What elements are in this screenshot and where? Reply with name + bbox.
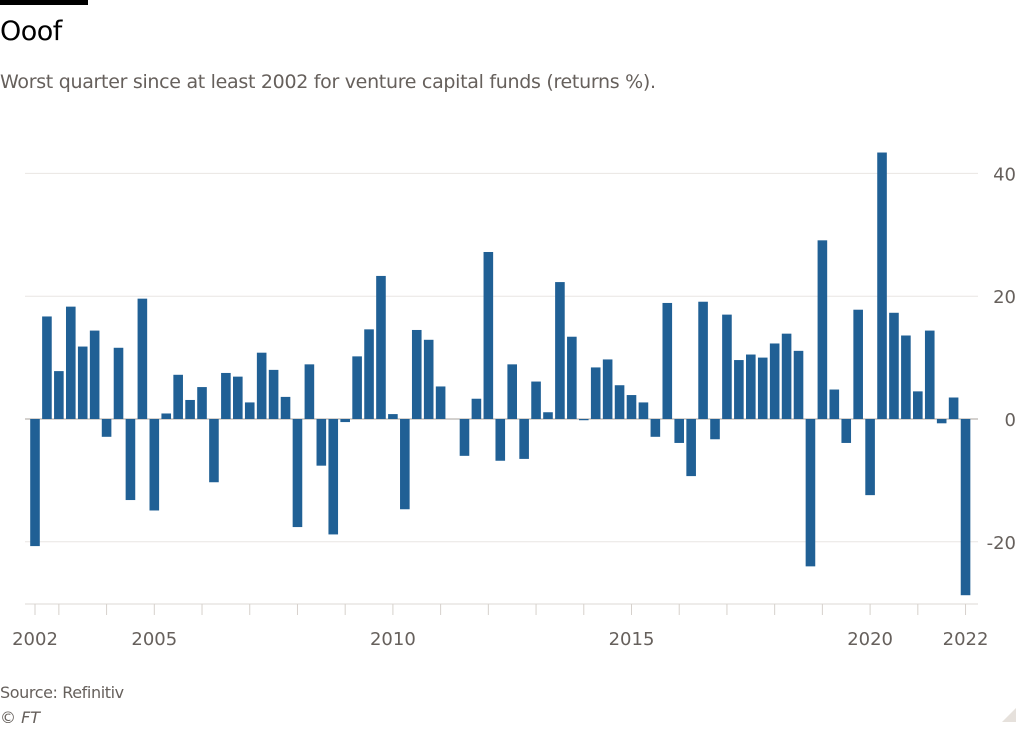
bar-2008-q4 xyxy=(328,419,339,535)
bar-2002-q3 xyxy=(30,419,40,547)
bar-2012-q4 xyxy=(519,419,529,459)
bar-2015-q3 xyxy=(650,419,661,437)
brand-bar xyxy=(0,0,88,5)
bar-2006-q1 xyxy=(197,387,207,419)
bar-2015-q1 xyxy=(626,395,637,419)
bar-2012-q2 xyxy=(495,419,506,461)
bar-2016-q4 xyxy=(710,419,720,440)
bar-2021-q4 xyxy=(948,397,959,419)
bar-2008-q3 xyxy=(316,419,327,466)
bar-2013-q1 xyxy=(531,381,541,419)
bar-2019-q4 xyxy=(853,309,863,419)
bar-2002-q4 xyxy=(42,316,52,419)
bar-2017-q1 xyxy=(722,314,732,419)
bar-2017-q4 xyxy=(757,357,768,419)
bar-2019-q1 xyxy=(817,240,828,419)
bar-2013-q3 xyxy=(555,282,565,419)
bar-2019-q3 xyxy=(841,419,852,443)
bar-2017-q2 xyxy=(734,360,744,419)
bar-2020-q1 xyxy=(865,419,875,496)
x-tick-label: 2002 xyxy=(12,629,58,650)
bar-2006-q3 xyxy=(221,372,231,419)
bar-2007-q1 xyxy=(244,402,255,419)
bar-2004-q4 xyxy=(137,298,148,419)
chart-title: Ooof xyxy=(0,16,62,47)
bar-2015-q2 xyxy=(638,402,649,419)
y-tick-label: 40 xyxy=(993,164,1016,185)
bar-2005-q3 xyxy=(173,374,183,419)
bar-2003-q1 xyxy=(54,371,64,419)
bar-2018-q3 xyxy=(793,350,804,419)
bar-2004-q3 xyxy=(125,419,136,501)
bar-2005-q1 xyxy=(149,419,160,511)
y-tick-label: 0 xyxy=(1005,410,1016,431)
bar-2009-q1 xyxy=(340,419,350,423)
x-tick-label: 2022 xyxy=(943,629,989,650)
bar-2007-q2 xyxy=(256,352,267,419)
bar-2016-q3 xyxy=(698,301,708,419)
bar-2006-q4 xyxy=(233,376,243,419)
bar-2005-q4 xyxy=(185,399,195,419)
bar-2018-q4 xyxy=(805,419,816,567)
x-tick-label: 2010 xyxy=(370,629,416,650)
bar-2014-q1 xyxy=(578,419,589,421)
bar-2007-q4 xyxy=(280,396,291,419)
x-tick-label: 2015 xyxy=(609,629,655,650)
bar-2021-q1 xyxy=(913,391,923,419)
bar-2009-q3 xyxy=(364,329,374,419)
bar-2018-q1 xyxy=(769,343,780,419)
bar-2005-q2 xyxy=(161,413,172,419)
bar-2008-q1 xyxy=(292,419,303,528)
bar-2008-q2 xyxy=(304,364,315,419)
y-tick-label: -20 xyxy=(987,533,1016,554)
bar-2012-q3 xyxy=(507,364,517,419)
bar-2010-q4 xyxy=(423,339,434,419)
bar-2020-q3 xyxy=(889,312,899,419)
bar-2016-q1 xyxy=(674,419,685,443)
bar-2012-q1 xyxy=(483,251,494,419)
bar-2011-q4 xyxy=(471,398,482,419)
bar-2010-q2 xyxy=(400,419,410,510)
bar-2014-q3 xyxy=(602,359,613,419)
bar-2010-q3 xyxy=(411,329,422,419)
bar-2013-q4 xyxy=(567,336,577,419)
bar-2016-q2 xyxy=(686,419,696,477)
bar-2007-q3 xyxy=(268,369,279,419)
bar-2006-q2 xyxy=(209,419,219,483)
chart-subtitle: Worst quarter since at least 2002 for ve… xyxy=(0,71,656,93)
bar-2015-q4 xyxy=(662,302,673,419)
bar-2021-q2 xyxy=(924,330,935,419)
bar-2009-q2 xyxy=(352,356,362,419)
bar-2019-q2 xyxy=(829,389,840,419)
bar-2021-q3 xyxy=(936,419,947,424)
bar-2009-q4 xyxy=(376,275,386,419)
bar-2011-q1 xyxy=(435,386,446,419)
source-note: Source: Refinitiv xyxy=(0,683,124,702)
bar-2014-q2 xyxy=(590,367,601,419)
resize-corner-icon xyxy=(1002,708,1016,722)
bar-2004-q1 xyxy=(101,419,112,437)
bar-2017-q3 xyxy=(746,354,756,419)
y-tick-label: 20 xyxy=(993,287,1016,308)
bar-2014-q4 xyxy=(614,385,625,419)
bar-2011-q3 xyxy=(459,419,470,456)
bar-2020-q4 xyxy=(901,335,911,419)
x-tick-label: 2005 xyxy=(131,629,177,650)
bar-2022-q1 xyxy=(960,419,971,596)
copyright: © FT xyxy=(0,708,41,727)
bar-2010-q1 xyxy=(388,414,398,419)
bar-2003-q2 xyxy=(65,306,76,419)
bar-2020-q2 xyxy=(877,152,887,420)
bar-2004-q2 xyxy=(113,347,124,419)
x-tick-label: 2020 xyxy=(847,629,893,650)
bar-2013-q2 xyxy=(543,412,553,419)
bar-2003-q4 xyxy=(89,330,100,419)
bar-2003-q3 xyxy=(77,346,88,419)
bar-2018-q2 xyxy=(781,333,792,419)
